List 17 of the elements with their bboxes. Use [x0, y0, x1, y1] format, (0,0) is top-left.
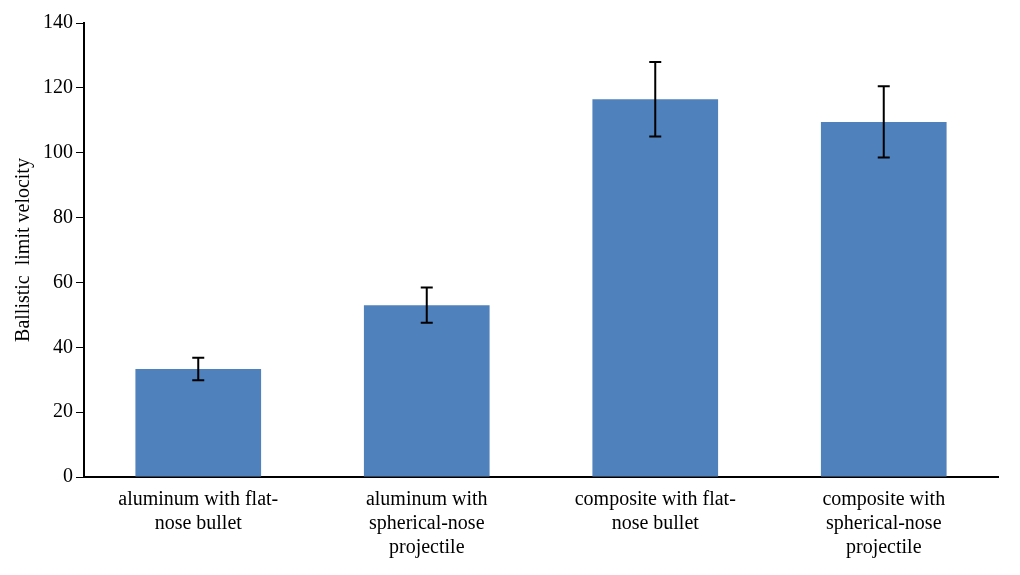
- bar: [820, 121, 947, 477]
- y-tick-label: 0: [63, 464, 73, 487]
- x-tick-label: aluminum with flat-nose bullet: [118, 487, 279, 534]
- x-tick-label: aluminum with spherical-nose projectile: [365, 487, 488, 559]
- bar: [135, 369, 262, 477]
- bar: [363, 305, 490, 477]
- y-tick-label: 40: [53, 334, 73, 357]
- y-tick-label: 140: [43, 10, 73, 33]
- y-tick-label: 100: [43, 139, 73, 162]
- y-axis-title: Ballistic limit velocity: [11, 158, 35, 342]
- y-tick-label: 120: [43, 75, 73, 98]
- bar: [592, 99, 719, 477]
- x-tick-label: composite with flat-nose bullet: [574, 487, 736, 534]
- y-tick-label: 60: [53, 269, 73, 292]
- y-tick-label: 80: [53, 204, 73, 227]
- y-tick-label: 20: [53, 399, 73, 422]
- x-tick-label: composite with spherical-nose projectile: [822, 487, 946, 559]
